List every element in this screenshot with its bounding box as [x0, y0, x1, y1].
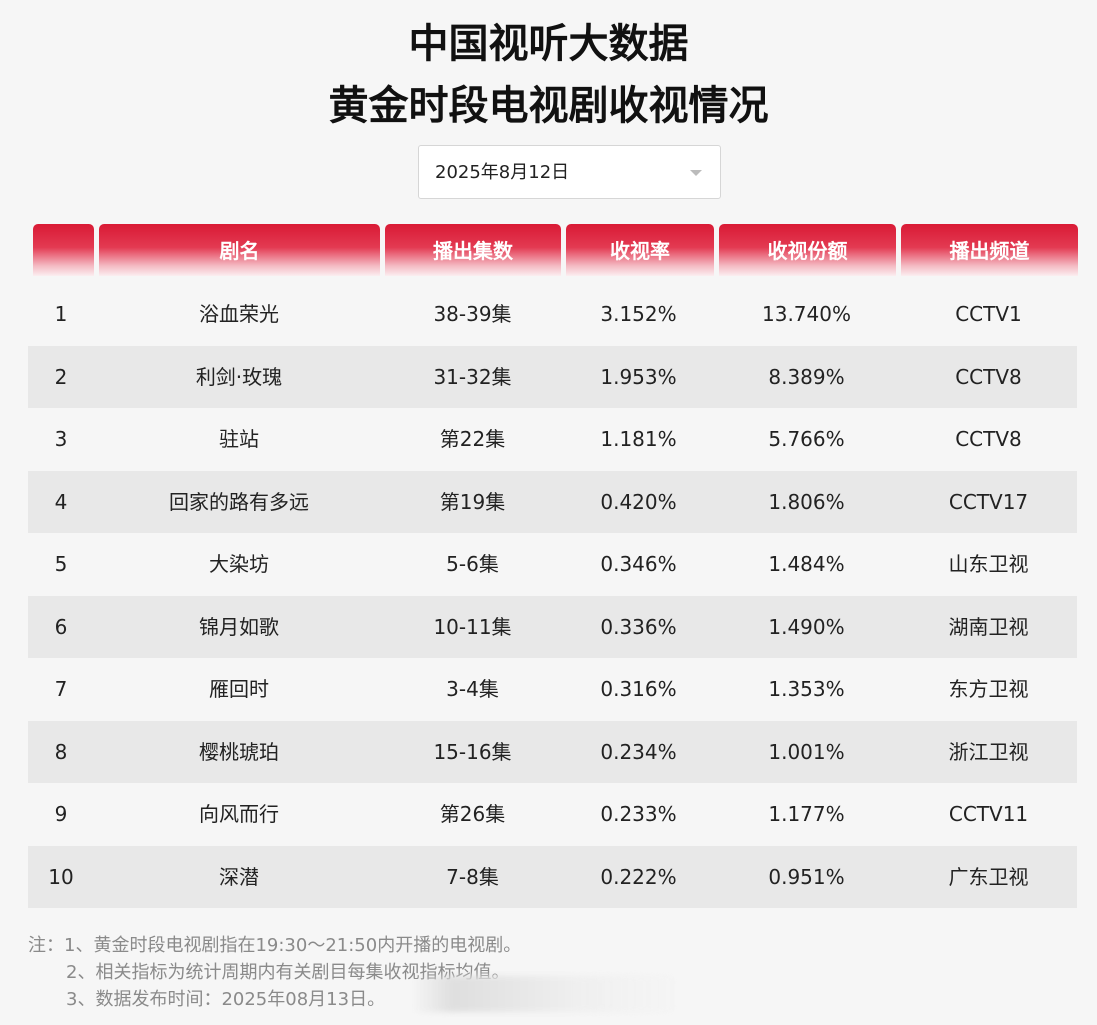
cell-episodes: 31-32集	[433, 364, 512, 389]
date-select-value: 2025年8月12日	[435, 162, 570, 183]
cell-episodes: 第19集	[439, 489, 506, 514]
cell-episodes: 第26集	[439, 802, 506, 826]
header-channel: 播出频道	[901, 224, 1078, 276]
cell-title: 利剑·玫瑰	[195, 364, 283, 389]
cell-rank: 10	[48, 864, 74, 889]
header-rating: 收视率	[566, 224, 714, 276]
cell-title: 锦月如歌	[199, 614, 279, 639]
cell-title: 大染坊	[209, 552, 269, 576]
cell-episodes: 38-39集	[433, 302, 512, 326]
cell-share: 8.389%	[768, 364, 845, 389]
cell-rank: 2	[54, 364, 68, 389]
cell-title: 回家的路有多远	[169, 489, 309, 514]
table-row: 4 回家的路有多远 第19集 0.420% 1.806% CCTV17	[28, 470, 1077, 533]
cell-rating: 0.346%	[600, 552, 677, 576]
cell-rank: 7	[54, 677, 68, 701]
cell-channel: 湖南卫视	[948, 614, 1029, 639]
table-row: 5 大染坊 5-6集 0.346% 1.484% 山东卫视	[28, 533, 1077, 596]
cell-title: 驻站	[219, 427, 259, 451]
cell-channel: CCTV8	[955, 364, 1022, 389]
cell-channel: CCTV8	[955, 427, 1022, 451]
cell-title: 樱桃琥珀	[199, 739, 279, 764]
cell-episodes: 第22集	[439, 427, 506, 451]
footnotes: 注：1、黄金时段电视剧指在19:30～21:50内开播的电视剧。 2、相关指标为…	[28, 932, 521, 1013]
cell-share: 1.001%	[768, 739, 845, 764]
cell-title: 浴血荣光	[199, 302, 279, 326]
cell-rating: 1.953%	[600, 364, 677, 389]
ratings-table-body: 1 浴血荣光 38-39集 3.152% 13.740% CCTV1 2 利剑·玫瑰 31-32…	[28, 283, 1077, 908]
cell-rank: 4	[54, 489, 68, 514]
footnote-1: 注：1、黄金时段电视剧指在19:30～21:50内开播的电视剧。	[28, 935, 522, 956]
table-row: 1 浴血荣光 38-39集 3.152% 13.740% CCTV1	[28, 283, 1077, 346]
cell-rank: 5	[54, 552, 68, 576]
page-subtitle: 黄金时段电视剧收视情况	[328, 83, 769, 129]
cell-channel: 东方卫视	[948, 677, 1029, 701]
table-row: 8 樱桃琥珀 15-16集 0.234% 1.001% 浙江卫视	[28, 720, 1077, 783]
header-share: 收视份额	[719, 224, 896, 276]
table-header: 剧名 播出集数 收视率 收视份额 播出频道	[0, 224, 1097, 276]
date-select-dropdown[interactable]: 2025年8月12日	[418, 145, 721, 199]
cell-rating: 1.181%	[600, 427, 677, 451]
cell-channel: 广东卫视	[948, 864, 1029, 889]
cell-share: 0.951%	[768, 864, 845, 889]
cell-rating: 3.152%	[600, 302, 677, 326]
cell-channel: 浙江卫视	[948, 739, 1029, 764]
cell-rating: 0.234%	[600, 739, 677, 764]
cell-title: 深潜	[219, 864, 259, 889]
cell-rank: 9	[54, 802, 68, 826]
table-row: 2 利剑·玫瑰 31-32集 1.953% 8.389% CCTV8	[28, 345, 1077, 408]
cell-channel: CCTV17	[948, 489, 1029, 514]
header-rank	[33, 224, 94, 276]
cell-rating: 0.420%	[600, 489, 677, 514]
footnote-2: 2、相关指标为统计周期内有关剧目每集收视指标均值。	[66, 962, 510, 983]
cell-share: 1.806%	[768, 489, 845, 514]
cell-episodes: 15-16集	[433, 739, 512, 764]
chevron-down-icon[interactable]	[690, 170, 702, 176]
cell-rank: 6	[54, 614, 68, 639]
footnote-3: 3、数据发布时间：2025年08月13日。	[66, 989, 386, 1010]
table-row: 6 锦月如歌 10-11集 0.336% 1.490% 湖南卫视	[28, 595, 1077, 658]
header-episodes: 播出集数	[385, 224, 561, 276]
table-row: 9 向风而行 第26集 0.233% 1.177% CCTV11	[28, 783, 1077, 846]
page-title: 中国视听大数据	[408, 21, 689, 67]
header-title: 剧名	[99, 224, 380, 276]
cell-rating: 0.222%	[600, 864, 677, 889]
cell-rating: 0.316%	[600, 677, 677, 701]
watermark-blur	[412, 976, 682, 1012]
cell-share: 1.484%	[768, 552, 845, 576]
cell-rating: 0.336%	[600, 614, 677, 639]
cell-episodes: 5-6集	[446, 552, 499, 576]
cell-share: 1.490%	[768, 614, 845, 639]
table-row: 7 雁回时 3-4集 0.316% 1.353% 东方卫视	[28, 658, 1077, 721]
table-row: 3 驻站 第22集 1.181% 5.766% CCTV8	[28, 408, 1077, 471]
cell-share: 1.177%	[768, 802, 845, 826]
cell-share: 13.740%	[762, 302, 851, 326]
cell-channel: 山东卫视	[948, 552, 1029, 576]
cell-share: 5.766%	[768, 427, 845, 451]
cell-rank: 8	[54, 739, 68, 764]
cell-episodes: 3-4集	[446, 677, 499, 701]
cell-title: 雁回时	[209, 677, 269, 701]
cell-episodes: 7-8集	[446, 864, 499, 889]
cell-title: 向风而行	[199, 802, 279, 826]
table-row: 10 深潜 7-8集 0.222% 0.951% 广东卫视	[28, 845, 1077, 908]
cell-channel: CCTV11	[948, 802, 1029, 826]
cell-share: 1.353%	[768, 677, 845, 701]
cell-channel: CCTV1	[955, 302, 1022, 326]
cell-rank: 1	[54, 302, 68, 326]
cell-rank: 3	[54, 427, 68, 451]
cell-rating: 0.233%	[600, 802, 677, 826]
cell-episodes: 10-11集	[433, 614, 512, 639]
